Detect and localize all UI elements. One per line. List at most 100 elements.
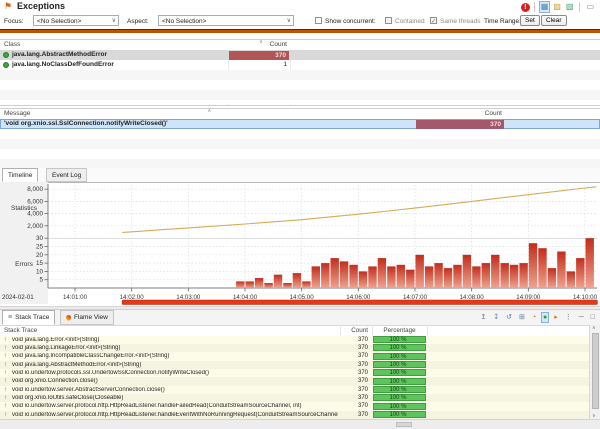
aspect-select[interactable]: <No Selection> ∨ [158,15,294,26]
frame-up-arrow-icon: ↑ [4,369,7,376]
chart-view-icon[interactable]: ▦ [539,1,551,13]
horizontal-scrollbar[interactable] [0,419,600,429]
percentage-value: 100 % [374,412,422,418]
clock-icon[interactable]: ◔ [530,312,538,323]
error-bar [349,265,357,288]
percentage-bar: 100 % [373,386,426,393]
column-header-class[interactable]: Class [4,41,20,48]
tab-stack-trace[interactable]: ≡ Stack Trace [2,310,55,325]
stack-toolbar: ↥↧↺⊞◔●▸⋮─□ [478,311,597,323]
tab-timeline[interactable]: Timeline [2,168,38,182]
stack-frame-row[interactable]: ↑void java.lang.Error.<init>(String)3701… [0,336,589,344]
column-header-percentage[interactable]: Percentage [372,327,427,334]
percentage-value: 100 % [374,370,422,376]
class-icon [3,52,9,58]
tab-flame-view[interactable]: Flame View [60,310,114,325]
stack-frame-row[interactable]: ↑void java.lang.IncompatibleClassChangeE… [0,352,589,360]
error-bar [302,281,310,288]
timeline-chart[interactable]: 2,0004,0006,0008,00051015202530Statistic… [0,182,600,306]
percentage-value: 100 % [374,387,422,393]
error-bar [255,278,263,288]
stack-frame-row[interactable]: ↑void org.xnio.IoUtils.safeClose(Closeab… [0,394,589,402]
frame-count: 370 [340,378,368,384]
vertical-scrollbar[interactable]: ∧∨ [589,325,600,419]
error-bar [567,271,575,288]
empty-row [0,129,600,139]
column-header-count[interactable]: Count [340,327,368,334]
error-bar [312,266,320,288]
frame-label: void java.lang.Error.<init>(String) [12,337,338,343]
stack-frame-row[interactable]: ↑void io.undertow.server.protocol.http.H… [0,411,589,419]
reset-frames-icon[interactable]: ↺ [504,312,514,323]
message-table: MessageCount∧'void org.xnio.ssl.SslConne… [0,108,600,170]
collapse-section-icon[interactable]: ▭ [584,1,596,13]
x-tick-label: 14:01:00 [63,294,88,301]
expand-frames-icon[interactable]: ↧ [491,312,501,323]
table-row[interactable]: 'void org.xnio.ssl.SslConnection.notifyW… [0,119,600,129]
scroll-up-icon[interactable]: ∧ [592,325,596,331]
table-row[interactable]: java.lang.AbstractMethodError370 [0,50,600,60]
collapse-frames-icon[interactable]: ↥ [478,312,488,323]
error-bar [510,265,518,288]
percentage-bar: 100 % [373,403,426,410]
error-bar [482,263,490,288]
frame-up-arrow-icon: ↑ [4,361,7,368]
timeline-tabbar: Timeline Event Log [0,168,600,183]
stack-frame-row[interactable]: ↑ void java.lang.AbstractMethodError.<ini… [0,361,589,369]
frame-count: 370 [340,370,368,376]
stack-frame-row[interactable]: ↑void io.undertow.protocols.ssl.Undertow… [0,369,589,377]
errors-label: Errors [15,261,33,268]
stack-trace-tab-icon: ≡ [8,314,12,321]
stack-frame-row[interactable]: ↑void io.undertow.server.AbstractServerC… [0,386,589,394]
contained-label: Contained [395,18,425,25]
error-bar [274,275,282,288]
flame-view-icon[interactable]: ▧ [564,1,576,13]
contained-checkbox [385,17,392,24]
frame-label: void java.lang.AbstractMethodError.<init… [12,362,338,368]
group-by-method-icon[interactable]: ▸ [552,312,560,323]
percentage-value: 100 % [374,362,422,368]
exceptions-page-icon: ⚑ [4,1,12,12]
minimize-icon[interactable]: ─ [577,312,586,323]
empty-row [0,80,600,90]
column-header-message[interactable]: Message [4,110,30,117]
scrollbar-thumb[interactable] [592,333,599,409]
percentage-bar: 100 % [373,411,426,418]
percentage-value: 100 % [374,337,422,343]
time-range-set-button[interactable]: Set [520,15,540,26]
toolbar-separator [534,2,535,12]
tree-view-icon[interactable]: ⊞ [517,312,527,323]
error-bar [331,258,339,288]
stack-frame-row[interactable]: ↑void java.lang.LinkageError.<init>(Stri… [0,344,589,352]
column-gridline [427,325,428,335]
tab-event-log[interactable]: Event Log [46,168,87,182]
scrollbar-thumb[interactable] [396,422,412,427]
group-by-package-icon[interactable]: ● [541,312,549,323]
maximize-icon[interactable]: □ [589,312,597,323]
column-header-stack-trace[interactable]: Stack Trace [4,327,37,334]
column-gridline [340,325,341,335]
show-concurrent-checkbox[interactable] [315,17,322,24]
lane-view-icon[interactable]: ▨ [551,1,563,13]
count-bar: 370 [229,51,289,60]
view-menu-icon[interactable]: ⋮ [563,312,574,323]
tab-flame-view-label: Flame View [74,314,108,321]
empty-row [0,159,600,168]
flame-icon [65,314,72,321]
stack-frame-row[interactable]: ↑void io.undertow.server.protocol.http.H… [0,402,589,410]
focus-select-value: <No Selection> [37,18,81,25]
class-icon [3,62,9,68]
column-header-count[interactable]: Count [415,110,502,117]
error-bar [368,266,376,288]
errors-ytick: 5 [39,277,43,284]
empty-row [0,90,600,100]
column-header-count[interactable]: Count [228,41,287,48]
table-row[interactable]: java.lang.NoClassDefFoundError1 [0,60,600,70]
column-gridline [372,325,373,335]
time-range-clear-button[interactable]: Clear [541,15,567,26]
frame-count: 370 [340,362,368,368]
stack-frame-row[interactable]: ↑void org.xnio.Connection.close()370100 … [0,377,589,385]
focus-select[interactable]: <No Selection> ∨ [33,15,119,26]
error-badge[interactable]: ! [521,3,530,12]
statistics-ytick: 2,000 [27,223,43,230]
